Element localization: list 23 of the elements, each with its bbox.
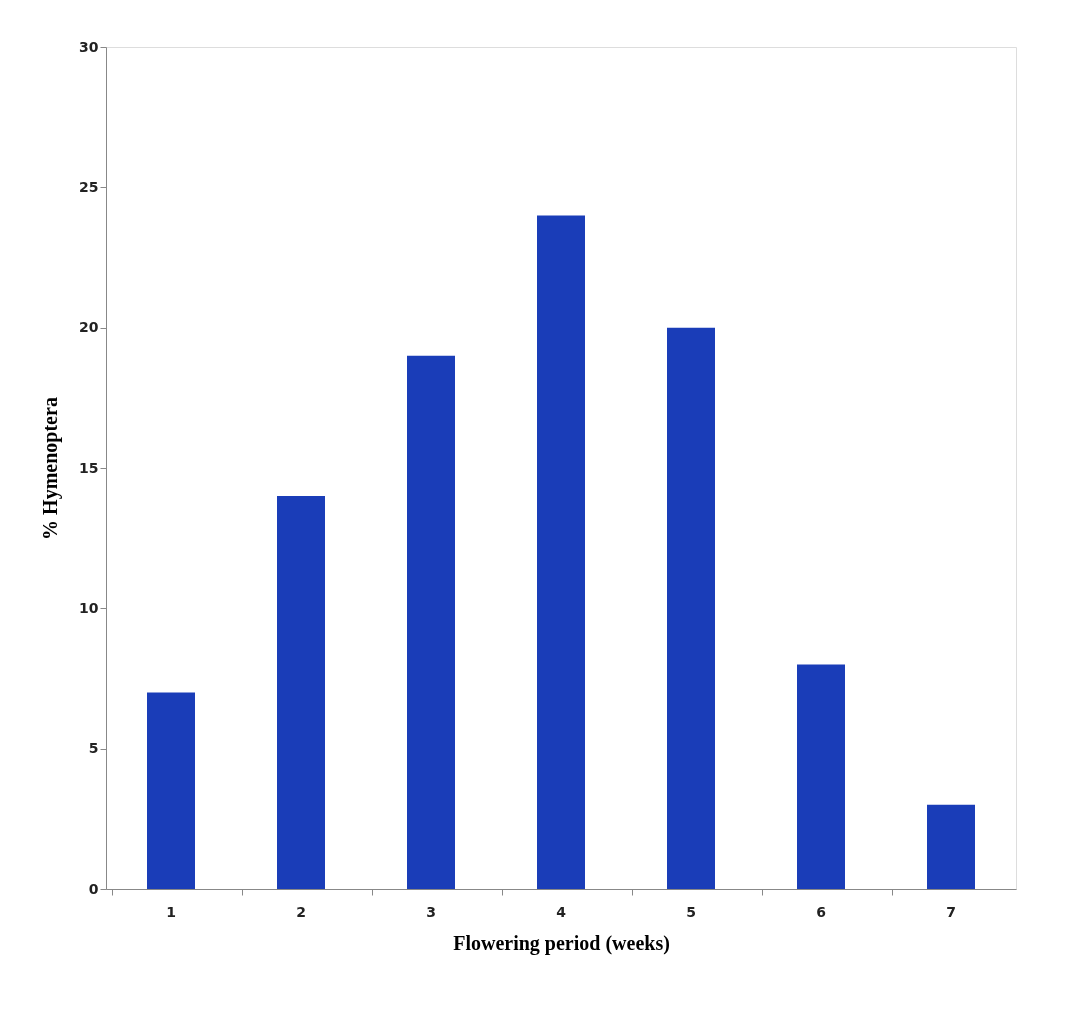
y-tick-label: 5	[88, 740, 99, 757]
bar	[797, 664, 845, 889]
x-axis-title: Flowering period (weeks)	[453, 931, 670, 955]
y-tick-label: 25	[79, 178, 99, 195]
bar	[147, 692, 195, 889]
y-axis-title: % Hymenoptera	[39, 397, 63, 540]
x-tick-label: 7	[946, 903, 956, 920]
bar	[927, 804, 975, 889]
y-tick-label: 0	[88, 880, 99, 897]
bar	[537, 215, 585, 889]
x-tick-label: 1	[166, 903, 176, 920]
bar	[667, 327, 715, 889]
bar	[407, 355, 455, 889]
x-tick-label: 3	[426, 903, 436, 920]
x-tick-label: 2	[296, 903, 306, 920]
x-tick-label: 4	[556, 903, 567, 920]
bar	[277, 496, 325, 889]
x-tick-label: 5	[686, 903, 696, 920]
y-tick-label: 15	[79, 459, 99, 476]
y-tick-label: 30	[79, 38, 99, 55]
y-tick-label: 10	[79, 599, 99, 616]
y-tick-label: 20	[79, 319, 99, 336]
x-tick-label: 6	[816, 903, 826, 920]
